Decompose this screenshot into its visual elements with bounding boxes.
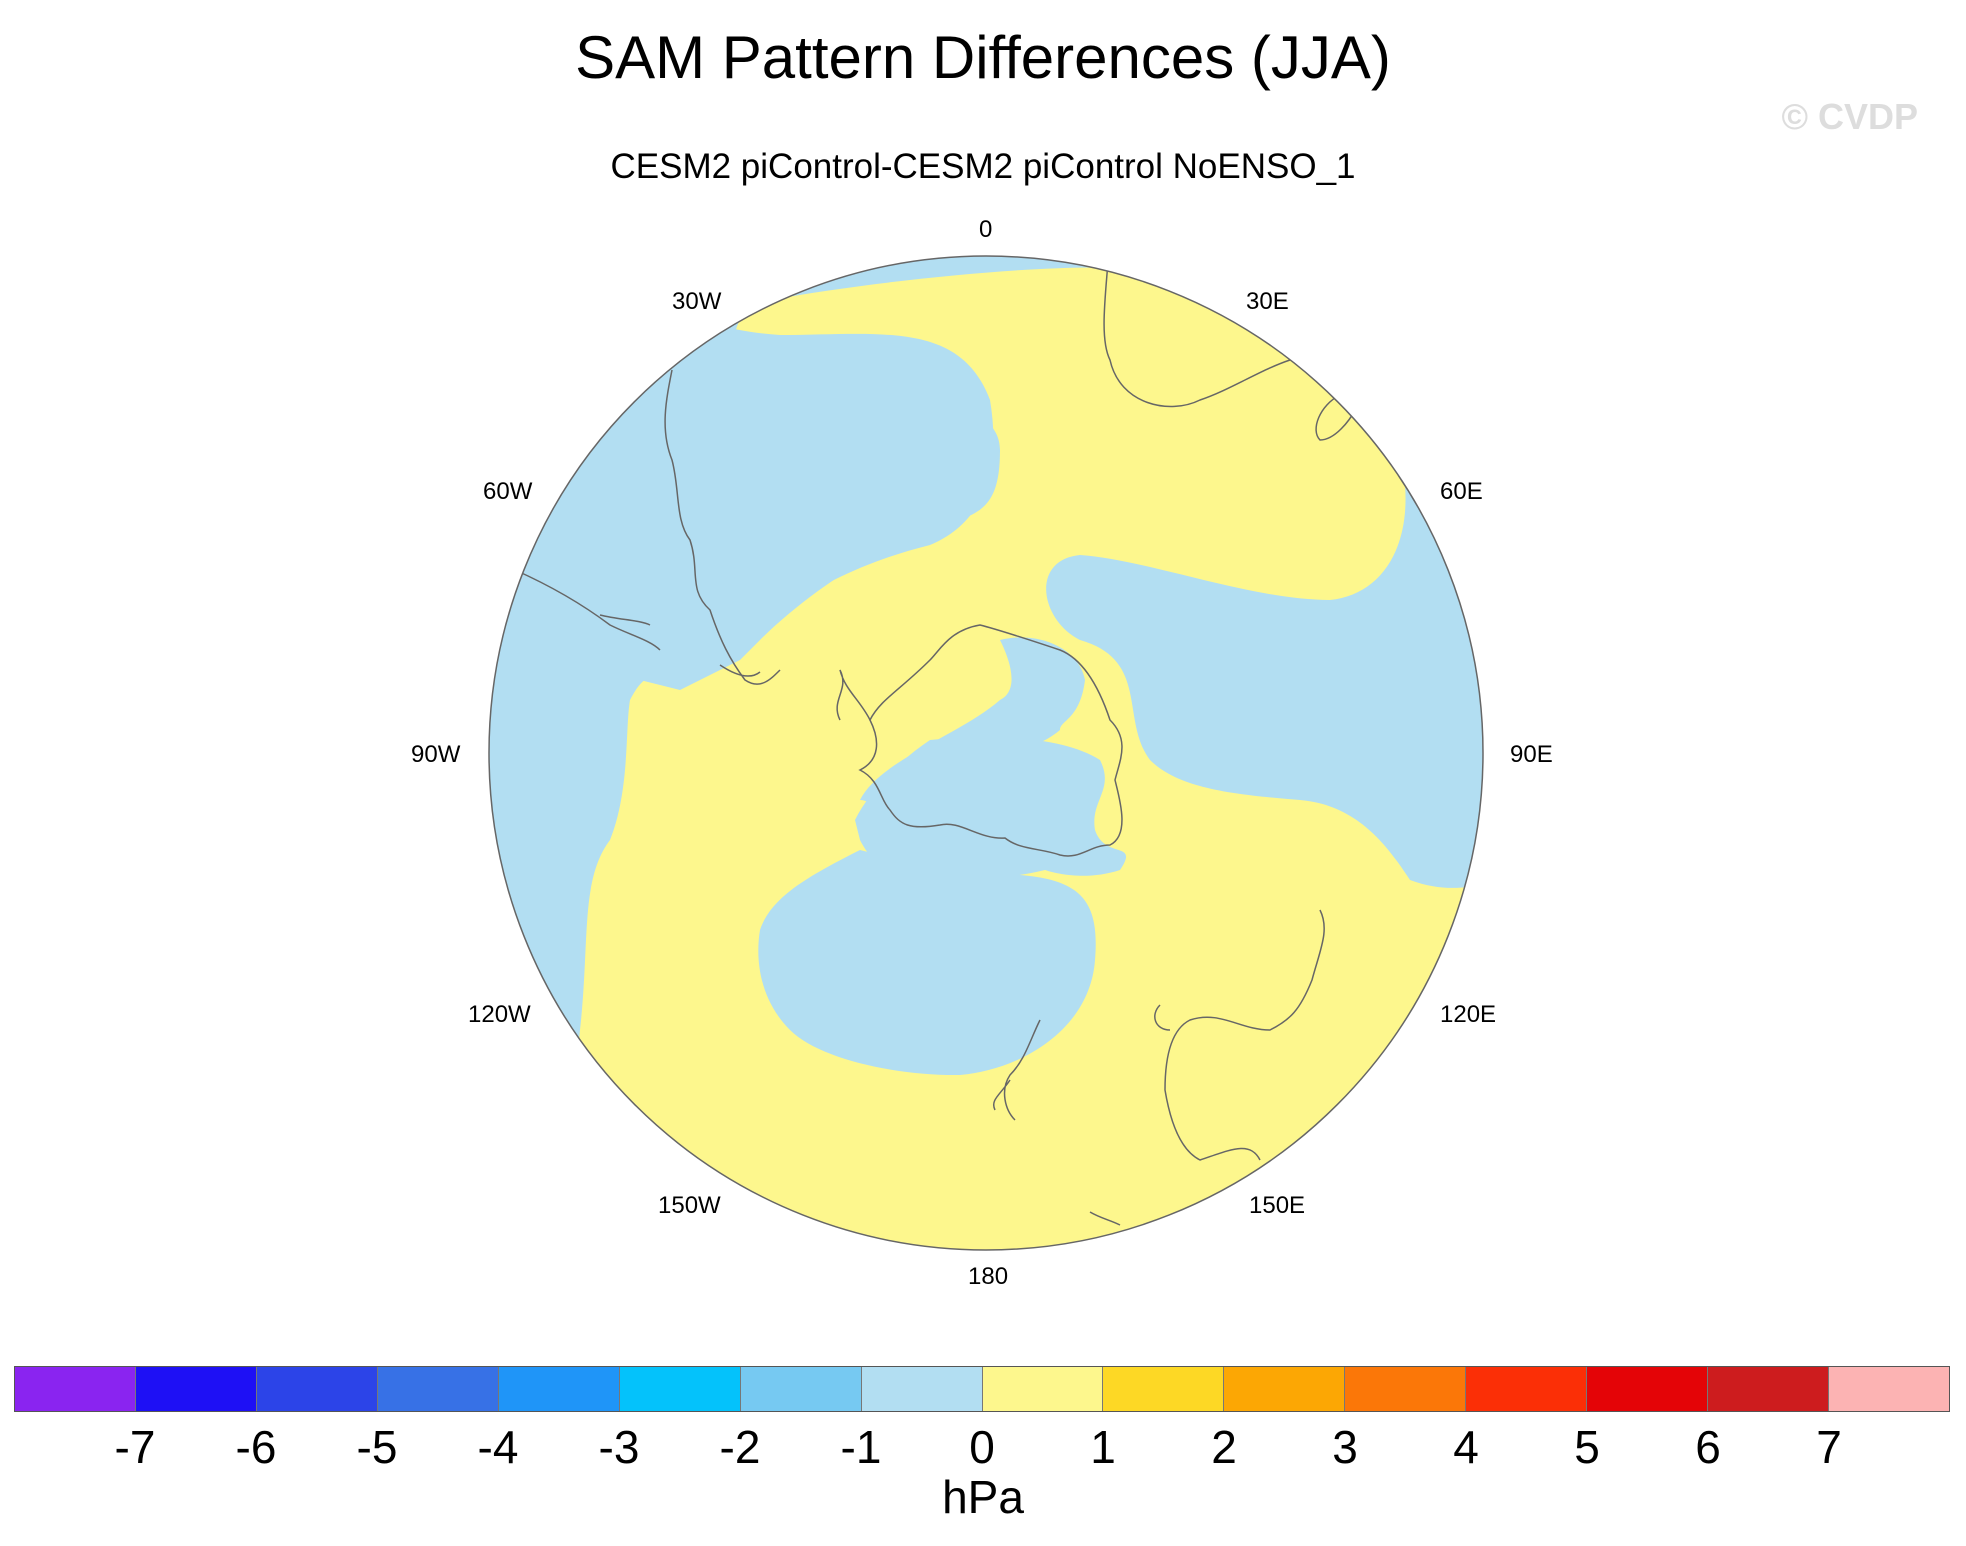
coast-south-america (664, 369, 781, 685)
lon-label-120w: 120W (468, 1001, 531, 1028)
coast-antarctica (858, 624, 1123, 857)
coast-pacific-islands (1089, 1211, 1121, 1226)
colorbar-tick-label: -4 (477, 1421, 519, 1473)
cvdp-watermark: © CVDP (1781, 96, 1918, 137)
colorbar-swatch (1829, 1367, 1949, 1411)
colorbar-swatch (619, 1367, 741, 1411)
colorbar-swatch (982, 1367, 1104, 1411)
colorbar-swatch (377, 1367, 499, 1411)
colorbar-tick-label: 5 (1574, 1421, 1600, 1473)
coast-australia (1164, 909, 1325, 1161)
colorbar-tick-label: 6 (1695, 1421, 1721, 1473)
colorbar-tick-label: 4 (1453, 1421, 1479, 1473)
lon-label-120e: 120E (1440, 1001, 1497, 1028)
coast-tasmania (1154, 1004, 1171, 1031)
colorbar-swatch (15, 1367, 136, 1411)
colorbar-tick-label: -1 (840, 1421, 882, 1473)
coast-sandwich (514, 569, 661, 651)
map-fill-layer (489, 256, 1483, 1250)
lon-label-150w: 150W (658, 1192, 721, 1219)
lon-label-90w: 90W (411, 741, 461, 768)
colorbar-swatch (1345, 1367, 1467, 1411)
colorbar (14, 1366, 1950, 1412)
colorbar-swatch (740, 1367, 862, 1411)
colorbar-swatch (135, 1367, 257, 1411)
colorbar-tick-label: -3 (598, 1421, 640, 1473)
colorbar-tick-label: 7 (1816, 1421, 1842, 1473)
colorbar-swatch (1103, 1367, 1225, 1411)
map-boundary (488, 255, 1484, 1251)
coast-africa (1103, 261, 1291, 408)
negative-region-ross-sea (855, 737, 1127, 880)
coastlines (514, 261, 1356, 1226)
colorbar-units: hPa (942, 1471, 1024, 1523)
negative-region-antarctic-east (860, 637, 1085, 820)
negative-region-pacific (758, 850, 1096, 1076)
colorbar-swatch (498, 1367, 620, 1411)
coast-madagascar (1315, 394, 1356, 441)
colorbar-swatch (861, 1367, 983, 1411)
colorbar-swatch (1587, 1367, 1709, 1411)
colorbar-swatch (256, 1367, 378, 1411)
colorbar-swatch (1708, 1367, 1830, 1411)
colorbar-swatch (1224, 1367, 1346, 1411)
colorbar-tick-label: 0 (969, 1421, 995, 1473)
colorbar-tick-label: -6 (235, 1421, 277, 1473)
lon-label-180: 180 (968, 1263, 1009, 1290)
lon-label-150e: 150E (1249, 1192, 1306, 1219)
colorbar-tick-label: 1 (1090, 1421, 1116, 1473)
coast-antarctic-peninsula (836, 669, 871, 721)
colorbar-tick-label: 2 (1211, 1421, 1237, 1473)
lon-label-30w: 30W (672, 288, 722, 315)
colorbar-tick-label: -2 (719, 1421, 761, 1473)
lon-label-0: 0 (979, 216, 993, 243)
colorbar-tick-label: -5 (356, 1421, 398, 1473)
negative-region-east-indian (1046, 450, 1483, 888)
lon-label-60e: 60E (1440, 478, 1483, 505)
colorbar-tick-label: 3 (1332, 1421, 1358, 1473)
map-title: SAM Pattern Differences (JJA) (575, 24, 1391, 91)
colorbar-swatch (1466, 1367, 1588, 1411)
coast-south-america-tip (719, 664, 761, 677)
colorbar-tick-label: -7 (114, 1421, 156, 1473)
coast-new-zealand (993, 1019, 1041, 1121)
lon-label-60w: 60W (483, 478, 533, 505)
map-subtitle: CESM2 piControl-CESM2 piControl NoENSO_1 (610, 147, 1356, 186)
lon-label-30e: 30E (1246, 288, 1289, 315)
lon-label-90e: 90E (1510, 741, 1553, 768)
